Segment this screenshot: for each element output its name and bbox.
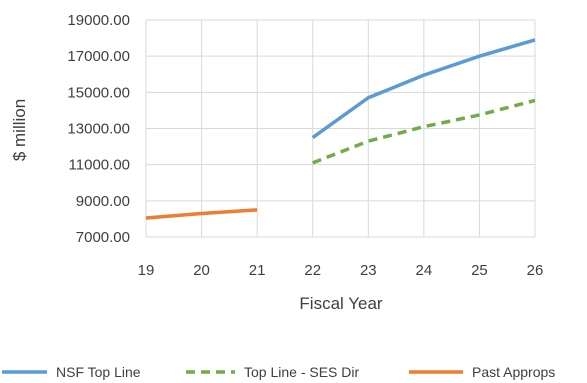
gridlines xyxy=(145,19,536,238)
x-tick-label: 22 xyxy=(304,262,321,279)
legend: NSF Top Line Top Line - SES Dir Past Appro… xyxy=(2,364,555,380)
y-tick-label: 11000.00 xyxy=(69,157,130,174)
y-tick-label: 7000.00 xyxy=(76,229,130,246)
x-tick-label: 25 xyxy=(471,262,488,279)
legend-label: NSF Top Line xyxy=(56,364,141,380)
y-axis-title: $ million xyxy=(10,99,29,161)
y-tick-label: 15000.00 xyxy=(67,84,130,101)
x-tick-label: 20 xyxy=(193,262,210,279)
tick-labels: 7000.00 9000.00 11000.00 13000.00 15000.00 17… xyxy=(67,12,543,279)
series-line-2 xyxy=(145,208,258,220)
x-tick-label: 21 xyxy=(249,262,266,279)
x-tick-label: 23 xyxy=(360,262,377,279)
x-tick-label: 19 xyxy=(138,262,155,279)
y-tick-label: 19000.00 xyxy=(67,12,130,29)
legend-label: Past Approps xyxy=(472,364,555,380)
x-tick-label: 24 xyxy=(416,262,433,279)
y-tick-label: 17000.00 xyxy=(67,48,130,65)
y-tick-label: 9000.00 xyxy=(76,193,130,210)
series-lines xyxy=(145,38,536,220)
series-line-0 xyxy=(311,38,536,139)
x-axis-title: Fiscal Year xyxy=(299,294,382,313)
y-tick-label: 13000.00 xyxy=(67,121,130,138)
legend-label: Top Line - SES Dir xyxy=(244,364,359,380)
x-tick-label: 26 xyxy=(527,262,544,279)
